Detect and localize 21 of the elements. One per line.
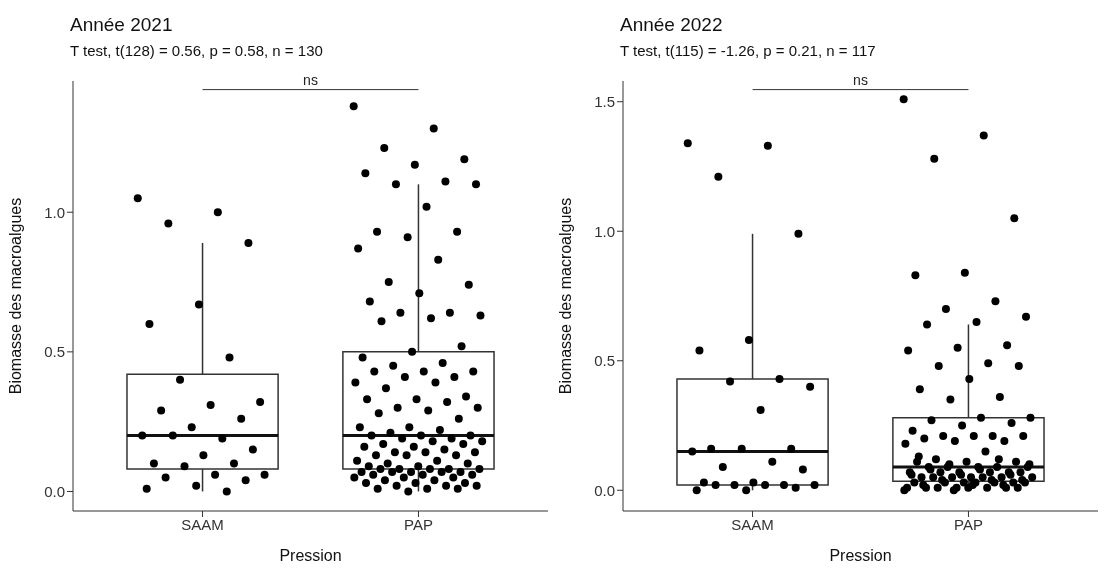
chart-subtitle: T test, t(115) = -1.26, p = 0.21, n = 117 — [620, 42, 877, 59]
y-tick-label: 1.5 — [594, 93, 615, 111]
x-tick-label: PAP — [954, 515, 983, 533]
chart-title: Année 2021 — [70, 14, 174, 36]
y-axis-title: Biomasse des macroalgues — [6, 197, 24, 395]
x-tick-label: PAP — [404, 515, 433, 533]
y-tick-label: 0.0 — [594, 481, 615, 499]
annotation: ns — [853, 71, 868, 88]
y-tick-label: 0.5 — [594, 352, 615, 370]
y-tick-label: 1.0 — [594, 222, 615, 240]
chart-subtitle: T test, t(128) = 0.56, p = 0.58, n = 130 — [70, 42, 324, 59]
x-axis-title: Pression — [829, 547, 892, 564]
y-tick-label: 0.5 — [44, 343, 65, 361]
y-tick-label: 1.0 — [44, 203, 65, 221]
x-axis-title: Pression — [279, 547, 342, 564]
x-tick-label: SAAM — [731, 515, 774, 533]
y-tick-label: 0.0 — [44, 482, 65, 500]
y-axis-title: Biomasse des macroalgues — [556, 197, 574, 395]
annotation: ns — [303, 71, 318, 88]
x-tick-label: SAAM — [181, 515, 224, 533]
chart-title: Année 2022 — [620, 14, 724, 36]
